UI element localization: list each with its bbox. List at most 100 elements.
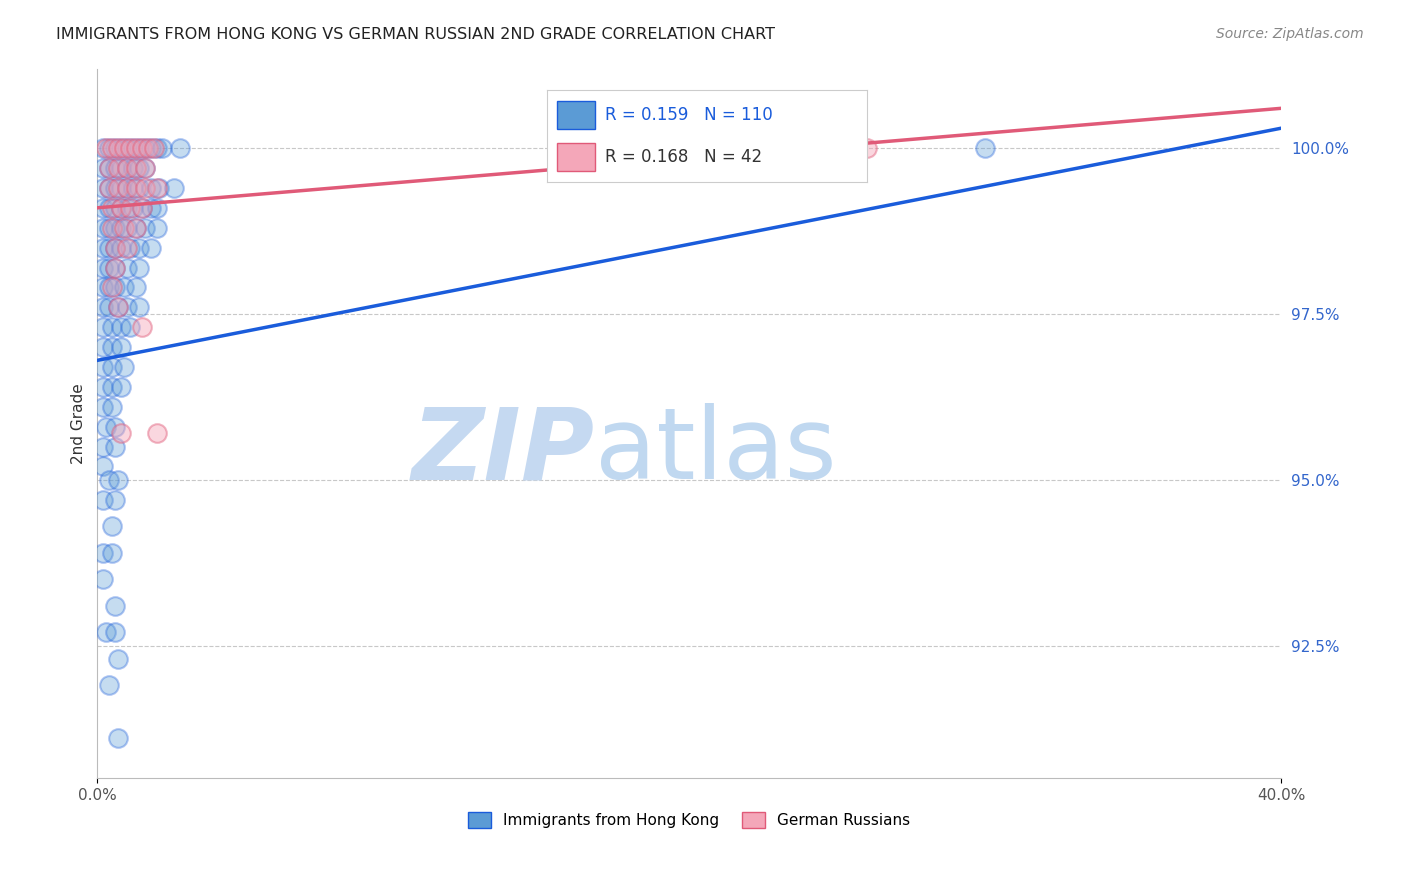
Point: [118, 241, 141, 255]
Point: [110, 201, 132, 215]
Point: [115, 181, 138, 195]
Point: [98, 141, 121, 155]
Point: [139, 241, 162, 255]
Point: [169, 141, 191, 155]
Point: [98, 161, 121, 175]
Point: [118, 141, 141, 155]
Point: [107, 181, 129, 195]
Point: [96, 419, 118, 434]
Point: [974, 141, 997, 155]
Point: [110, 340, 132, 354]
Legend: Immigrants from Hong Kong, German Russians: Immigrants from Hong Kong, German Russia…: [463, 806, 917, 834]
Point: [98, 280, 121, 294]
Point: [98, 260, 121, 275]
Point: [101, 400, 124, 414]
Point: [134, 161, 156, 175]
Point: [115, 181, 138, 195]
Point: [104, 440, 127, 454]
Point: [91, 241, 114, 255]
Point: [101, 220, 124, 235]
Point: [131, 201, 153, 215]
Point: [91, 260, 114, 275]
Point: [125, 220, 148, 235]
Point: [121, 161, 143, 175]
Point: [118, 320, 141, 334]
Point: [128, 141, 150, 155]
Point: [91, 546, 114, 560]
Point: [107, 731, 129, 746]
Point: [110, 241, 132, 255]
Point: [91, 459, 114, 474]
Point: [125, 161, 148, 175]
Point: [163, 181, 186, 195]
Point: [104, 599, 127, 613]
Point: [145, 426, 167, 441]
Point: [91, 181, 114, 195]
Point: [91, 440, 114, 454]
Point: [112, 359, 135, 374]
Point: [134, 181, 156, 195]
Point: [128, 260, 150, 275]
Point: [104, 220, 127, 235]
Point: [128, 181, 150, 195]
Point: [110, 201, 132, 215]
Point: [115, 241, 138, 255]
Point: [91, 301, 114, 315]
Point: [115, 301, 138, 315]
Point: [110, 220, 132, 235]
Point: [125, 220, 148, 235]
Point: [112, 220, 135, 235]
Point: [101, 201, 124, 215]
Point: [98, 181, 121, 195]
Point: [110, 161, 132, 175]
Point: [101, 280, 124, 294]
Point: [104, 201, 127, 215]
Point: [107, 473, 129, 487]
Point: [107, 652, 129, 666]
Point: [125, 181, 148, 195]
Point: [115, 161, 138, 175]
Point: [112, 280, 135, 294]
Point: [110, 426, 132, 441]
Point: [107, 141, 129, 155]
Point: [101, 519, 124, 533]
Point: [91, 220, 114, 235]
Point: [152, 141, 174, 155]
Point: [91, 280, 114, 294]
Point: [98, 161, 121, 175]
Point: [125, 280, 148, 294]
Point: [118, 201, 141, 215]
Point: [139, 201, 162, 215]
Point: [104, 260, 127, 275]
Point: [98, 181, 121, 195]
Point: [121, 141, 143, 155]
Point: [91, 359, 114, 374]
Point: [96, 625, 118, 640]
Point: [134, 220, 156, 235]
Point: [104, 141, 127, 155]
Text: ZIP: ZIP: [412, 403, 595, 500]
Point: [98, 201, 121, 215]
Point: [101, 320, 124, 334]
Point: [104, 492, 127, 507]
Point: [110, 380, 132, 394]
Point: [91, 320, 114, 334]
Point: [115, 220, 138, 235]
Point: [104, 280, 127, 294]
Point: [91, 201, 114, 215]
Point: [104, 625, 127, 640]
Point: [145, 220, 167, 235]
Point: [131, 320, 153, 334]
Point: [101, 380, 124, 394]
Point: [139, 141, 162, 155]
Point: [91, 400, 114, 414]
Point: [110, 320, 132, 334]
Point: [139, 181, 162, 195]
Point: [98, 473, 121, 487]
Point: [101, 141, 124, 155]
Point: [131, 201, 153, 215]
Point: [142, 141, 165, 155]
Y-axis label: 2nd Grade: 2nd Grade: [72, 383, 86, 464]
Text: IMMIGRANTS FROM HONG KONG VS GERMAN RUSSIAN 2ND GRADE CORRELATION CHART: IMMIGRANTS FROM HONG KONG VS GERMAN RUSS…: [56, 27, 775, 42]
Point: [104, 161, 127, 175]
